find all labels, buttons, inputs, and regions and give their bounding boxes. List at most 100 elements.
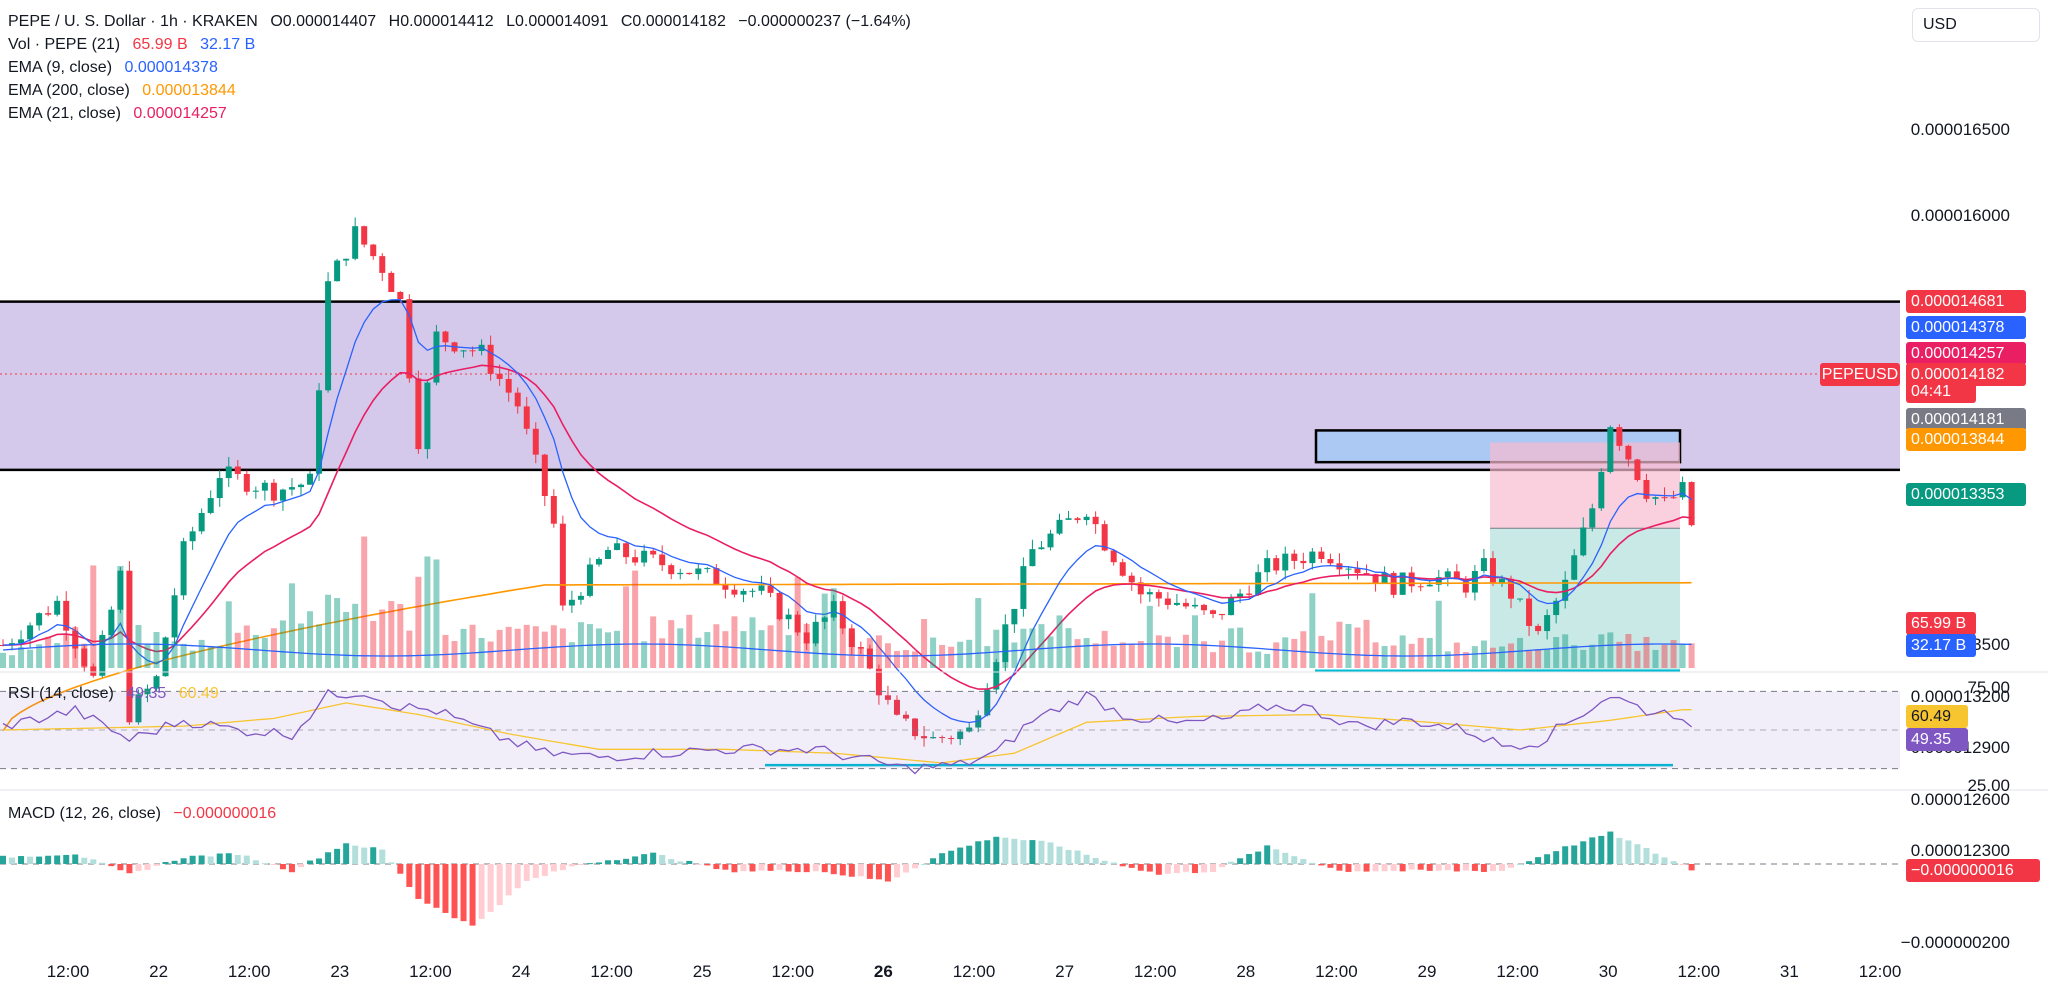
macd-bar xyxy=(866,864,873,879)
macd-bar xyxy=(460,864,467,922)
volume-bar xyxy=(81,643,88,668)
macd-bar xyxy=(1462,864,1469,871)
macd-label: MACD (12, 26, close) xyxy=(8,805,161,822)
time-tick-label: 22 xyxy=(149,962,169,981)
volume-bar xyxy=(63,634,70,668)
ema200-legend[interactable]: EMA (200, close) 0.000013844 xyxy=(8,79,244,102)
macd-bar xyxy=(316,858,323,864)
rsi-value: 49.35 xyxy=(126,685,167,702)
candle xyxy=(957,731,964,740)
macd-bar xyxy=(749,864,756,872)
rsi-tag: 49.35 xyxy=(1906,728,1968,751)
macd-bar xyxy=(1480,864,1487,872)
macd-legend[interactable]: MACD (12, 26, close) −0.000000016 xyxy=(8,802,284,825)
time-tick-label: 12:00 xyxy=(1496,962,1539,981)
ema200-line xyxy=(2,581,1692,732)
macd-bar xyxy=(912,864,919,869)
macd-bar xyxy=(171,860,178,864)
candle xyxy=(1471,571,1478,593)
ema9-line xyxy=(2,299,1692,724)
volume-ma-value: 32.17 B xyxy=(200,36,256,53)
volume-bar xyxy=(505,626,512,668)
ema200-label: EMA (200, close) xyxy=(8,82,130,99)
candle xyxy=(1155,592,1162,599)
ema9-legend[interactable]: EMA (9, close) 0.000014378 xyxy=(8,56,226,79)
candle xyxy=(1517,598,1524,600)
macd-bar xyxy=(379,849,386,864)
candle xyxy=(1264,558,1271,573)
macd-bar xyxy=(966,845,973,864)
candle xyxy=(884,695,891,700)
volume-bar xyxy=(261,637,268,668)
macd-bar xyxy=(731,864,738,873)
macd-bar xyxy=(1417,864,1424,870)
macd-bar xyxy=(496,864,503,906)
macd-bar xyxy=(568,864,575,867)
volume-bar xyxy=(1616,641,1623,668)
candle xyxy=(388,272,395,292)
volume-bar xyxy=(1435,600,1442,668)
macd-bar xyxy=(1354,864,1361,872)
volume-bar xyxy=(370,620,377,668)
candle xyxy=(343,258,350,261)
macd-bar xyxy=(1426,864,1433,871)
volume-bar xyxy=(1065,628,1072,668)
candle xyxy=(1652,497,1659,499)
candle xyxy=(1038,547,1045,550)
candle xyxy=(1065,518,1072,520)
macd-bar xyxy=(397,864,404,874)
ema21-legend[interactable]: EMA (21, close) 0.000014257 xyxy=(8,102,235,125)
macd-bar xyxy=(1399,864,1406,872)
candle xyxy=(993,662,1000,690)
macd-bar xyxy=(1246,854,1253,864)
volume-bar xyxy=(297,623,304,668)
rsi-legend[interactable]: RSI (14, close) 49.35 60.49 xyxy=(8,682,227,705)
price-tick-label: 0.000013200 xyxy=(1910,686,2010,706)
volume-bar xyxy=(1182,634,1189,668)
volume-bar xyxy=(812,625,819,668)
candle xyxy=(641,550,648,563)
macd-bar xyxy=(1471,864,1478,871)
volume-bar xyxy=(9,655,16,668)
volume-bar xyxy=(189,650,196,668)
volume-bar xyxy=(1381,646,1388,668)
candle xyxy=(487,344,494,374)
candle xyxy=(875,668,882,696)
macd-bar xyxy=(288,864,295,873)
volume-legend[interactable]: Vol · PEPE (21) 65.99 B 32.17 B xyxy=(8,33,263,56)
macd-bar xyxy=(975,841,982,864)
candle xyxy=(117,570,124,610)
volume-bar xyxy=(568,642,575,668)
volume-bar xyxy=(830,588,837,668)
macd-bar xyxy=(1372,864,1379,872)
volume-bar xyxy=(1580,649,1587,668)
volume-bar xyxy=(1029,628,1036,668)
macd-bar xyxy=(767,864,774,871)
price-tag: 0.000014181 xyxy=(1906,408,2026,431)
macd-bar xyxy=(632,856,639,864)
candle xyxy=(668,565,675,575)
volume-bar xyxy=(586,624,593,668)
candle xyxy=(1300,560,1307,564)
macd-bar xyxy=(686,860,693,864)
candle xyxy=(316,390,323,474)
candle xyxy=(1363,573,1370,575)
candle xyxy=(903,714,909,719)
volume-bar xyxy=(514,628,521,668)
currency-button[interactable]: USD xyxy=(1912,8,2040,42)
candle xyxy=(1246,593,1253,595)
macd-bar xyxy=(839,864,846,876)
candle xyxy=(740,590,747,595)
candle xyxy=(713,568,720,585)
volume-bar xyxy=(848,632,855,668)
candle xyxy=(1571,555,1578,580)
candle xyxy=(1444,571,1451,578)
macd-bar xyxy=(1589,837,1596,864)
volume-bar xyxy=(984,646,991,668)
candle xyxy=(379,256,386,273)
macd-bar xyxy=(695,864,702,865)
candle xyxy=(1544,615,1551,632)
volume-bar xyxy=(144,643,151,668)
symbol-title: PEPE / U. S. Dollar · 1h · KRAKEN xyxy=(8,13,258,30)
